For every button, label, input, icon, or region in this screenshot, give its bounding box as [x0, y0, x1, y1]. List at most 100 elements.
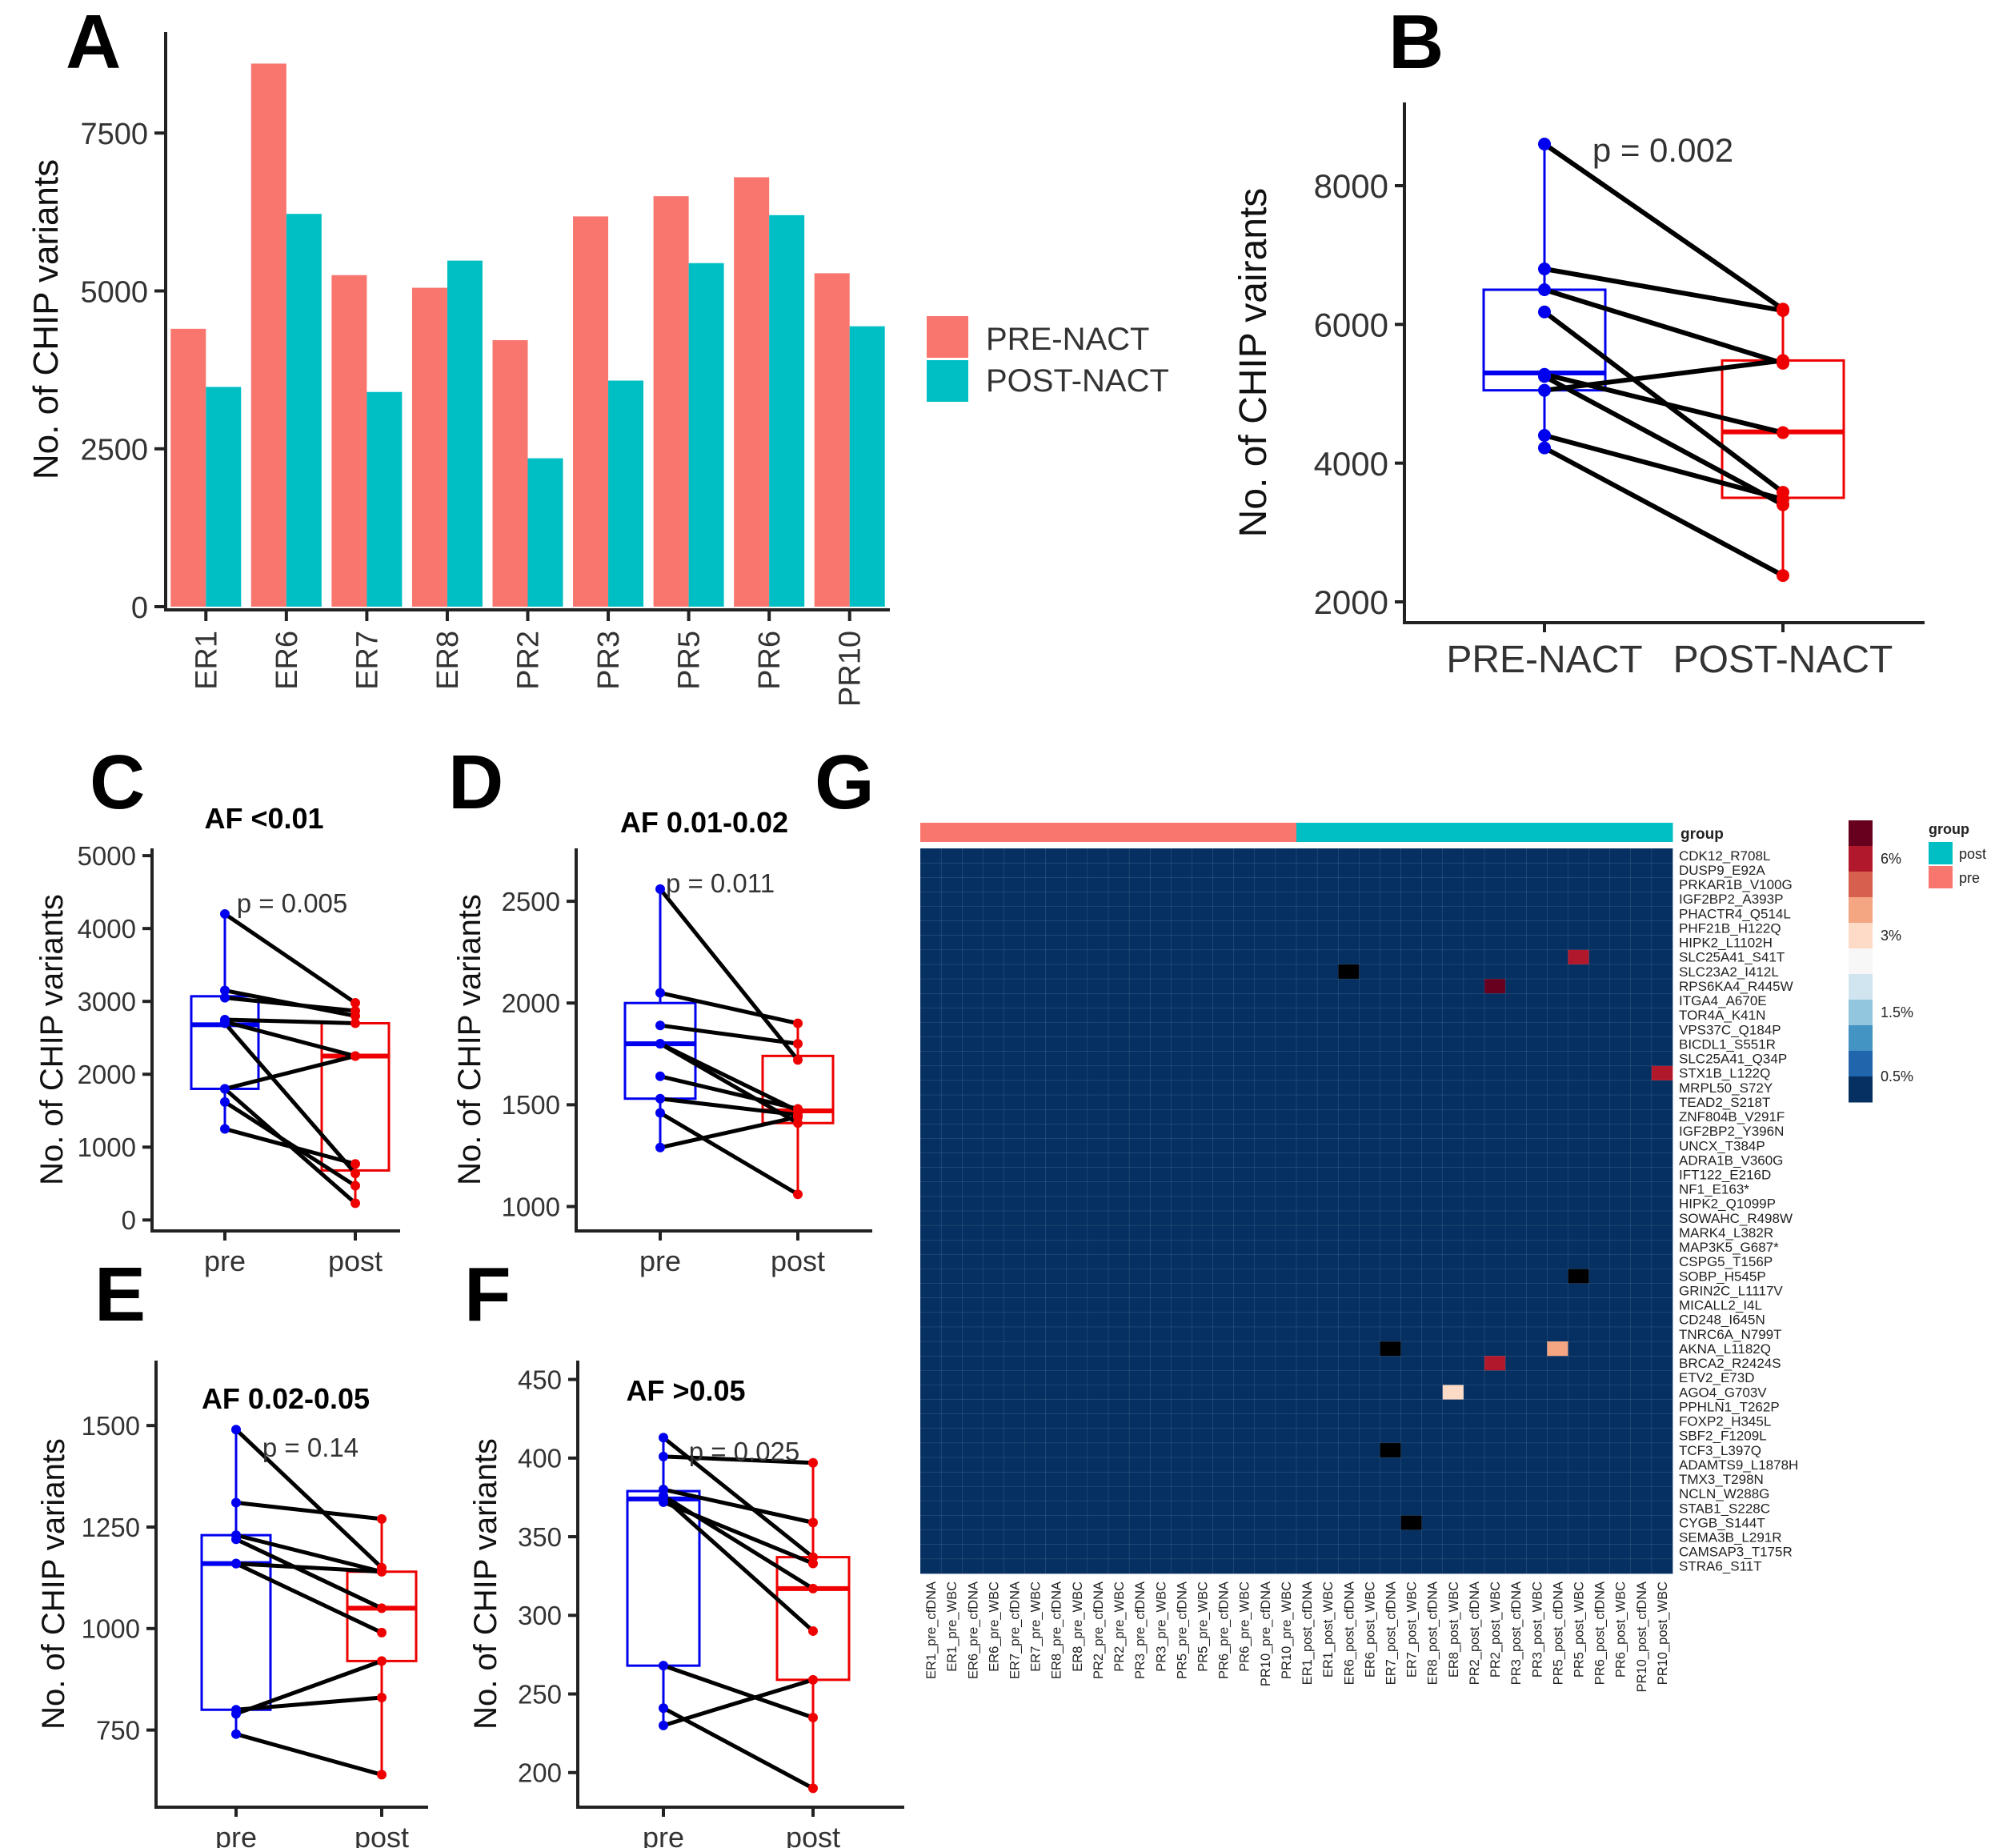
- bar-post: [527, 458, 563, 607]
- heatmap-cell: [1568, 1240, 1590, 1255]
- heatmap-cell: [1651, 1022, 1673, 1038]
- heatmap-cell: [1150, 1167, 1172, 1183]
- heatmap-cell: [1192, 848, 1214, 864]
- point-pre: [1538, 263, 1551, 275]
- heatmap-cell: [1547, 1080, 1569, 1096]
- heatmap-cell: [1547, 1544, 1569, 1560]
- heatmap-cell: [1484, 1210, 1506, 1226]
- heatmap-cell: [983, 992, 1005, 1008]
- heatmap-cell: [1588, 1297, 1611, 1313]
- heatmap-cell: [1045, 1094, 1068, 1110]
- heatmap-cell: [1192, 1124, 1214, 1140]
- heatmap-cell: [1066, 848, 1088, 864]
- heatmap-cell: [1150, 1008, 1172, 1024]
- heatmap-cell: [1212, 877, 1235, 892]
- heatmap-cell: [1254, 1065, 1276, 1081]
- heatmap-cell: [919, 1124, 942, 1140]
- heatmap-cell: [1400, 1210, 1423, 1226]
- heatmap-cell: [1192, 862, 1214, 878]
- heatmap-cell: [1609, 1269, 1632, 1285]
- heatmap-cell: [1609, 1167, 1632, 1183]
- heatmap-cell: [1588, 1312, 1611, 1328]
- heatmap-cell: [1651, 1108, 1673, 1124]
- heatmap-cell: [919, 906, 942, 922]
- heatmap-cell: [1400, 1065, 1423, 1081]
- heatmap-cell: [1609, 1080, 1632, 1096]
- heatmap-cell: [919, 1326, 942, 1342]
- heatmap-cell: [1150, 1471, 1172, 1487]
- heatmap-cell: [1609, 1051, 1632, 1067]
- heatmap-cell: [1588, 1240, 1611, 1255]
- heatmap-cell: [962, 1428, 983, 1444]
- pair-line: [224, 996, 356, 1013]
- heatmap-cell: [1526, 1312, 1548, 1328]
- heatmap-cell: [1359, 1413, 1381, 1429]
- heatmap-cell: [1212, 1515, 1235, 1531]
- heatmap-cell: [1651, 1501, 1673, 1517]
- heatmap-cell: [1233, 1428, 1256, 1444]
- heatmap-cell: [1359, 1326, 1381, 1342]
- heatmap-cell: [962, 877, 983, 892]
- heatmap-cell: [1108, 1051, 1130, 1067]
- heatmap-cell: [1004, 1515, 1026, 1531]
- heatmap-cell: [1066, 1428, 1088, 1444]
- heatmap-cell: [940, 949, 963, 965]
- heatmap-cell: [1442, 1486, 1464, 1502]
- heatmap-cell: [983, 1558, 1005, 1574]
- heatmap-cell: [1609, 1501, 1632, 1517]
- point-pre: [655, 1071, 665, 1081]
- heatmap-cell: [1400, 1312, 1423, 1328]
- heatmap-cell: [940, 1210, 963, 1226]
- pair-line: [1543, 142, 1785, 311]
- heatmap-cell: [1630, 1181, 1652, 1197]
- heatmap-cell: [1588, 1544, 1611, 1560]
- heatmap-cell: [1504, 906, 1527, 922]
- heatmap-cell: [1568, 877, 1590, 892]
- heatmap-cell: [1504, 1529, 1527, 1545]
- heatmap-col-label: ER7_pre_WBC: [1029, 1581, 1044, 1672]
- heatmap-cell: [1359, 1124, 1381, 1140]
- heatmap-cell: [1004, 1413, 1026, 1429]
- heatmap-cell: [1254, 1558, 1276, 1574]
- point-pre: [220, 1096, 230, 1107]
- heatmap-cell: [1316, 1370, 1339, 1386]
- heatmap-cell: [1380, 1312, 1402, 1328]
- heatmap-cell: [1024, 1094, 1047, 1110]
- heatmap-cell: [1296, 1428, 1318, 1444]
- heatmap-cell: [1024, 1167, 1047, 1183]
- heatmap-cell: [1296, 1312, 1318, 1328]
- heatmap-cell: [1338, 1008, 1360, 1024]
- panel-label-g: G: [815, 740, 875, 825]
- heatmap-cell: [1504, 1051, 1527, 1067]
- heatmap-cell: [1609, 1138, 1632, 1154]
- heatmap-cell: [1380, 1225, 1402, 1241]
- heatmap-cell: [1254, 1196, 1276, 1212]
- heatmap-cell: [1233, 862, 1256, 878]
- heatmap-cell: [1400, 848, 1423, 864]
- heatmap-row-label: SOWAHC_R498W: [1679, 1211, 1793, 1226]
- heatmap-cell: [1066, 1501, 1088, 1517]
- heatmap-cell: [1651, 1370, 1673, 1386]
- y-tick-label: 7500: [80, 118, 148, 151]
- heatmap-cell: [1150, 935, 1172, 951]
- heatmap-cell: [1504, 1269, 1527, 1285]
- heatmap-cell: [1192, 1515, 1214, 1531]
- point-pre: [659, 1703, 668, 1714]
- heatmap-row-label: MICALL2_I4L: [1679, 1298, 1762, 1313]
- heatmap-cell: [1087, 1428, 1109, 1444]
- x-tick-label: PRE-NACT: [1446, 639, 1642, 681]
- heatmap-cell: [1004, 1138, 1026, 1154]
- heatmap-cell: [1275, 862, 1297, 878]
- heatmap-cell: [1484, 1471, 1506, 1487]
- heatmap-cell: [1504, 1413, 1527, 1429]
- heatmap-cell: [1442, 978, 1464, 994]
- heatmap-cell: [1024, 1355, 1047, 1371]
- group-annotation-cell: [1275, 823, 1297, 842]
- heatmap-cell: [1380, 1515, 1402, 1531]
- heatmap-cell: [962, 1544, 983, 1560]
- heatmap-cell: [1484, 920, 1506, 936]
- heatmap-cell: [1233, 1094, 1256, 1110]
- heatmap-cell: [1359, 1167, 1381, 1183]
- bar-post: [206, 387, 242, 607]
- heatmap-cell: [1316, 1355, 1339, 1371]
